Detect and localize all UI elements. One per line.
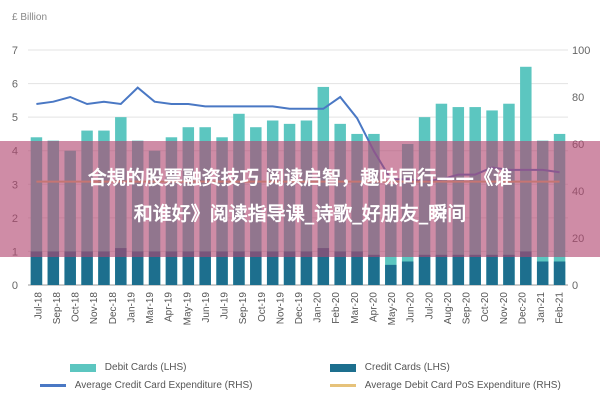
credit-bar-29: [520, 251, 532, 285]
credit-bar-26: [469, 254, 481, 285]
x-tick-label-28: Feb-21: [555, 292, 566, 324]
left-axis-unit: £ Billion: [12, 12, 47, 23]
x-tick-label-10: Jul-19: [220, 292, 231, 320]
credit-bar-15: [283, 251, 296, 285]
left-tick-label-7: 7: [12, 45, 18, 57]
x-tick-label-24: Oct-20: [480, 292, 491, 322]
legend-avg-debit-pos-expenditure: Average Debit Card PoS Expenditure (RHS): [330, 380, 561, 394]
x-axis-ticks: Jul-18 Sep-18 Oct-18 Nov-18 Dec-18 Jan-19 Mar-…: [33, 292, 565, 326]
left-tick-label-0: 0: [12, 280, 18, 292]
x-tick-label-3: Nov-18: [89, 292, 100, 325]
credit-bar-31: [553, 261, 566, 285]
credit-bar-1: [47, 251, 60, 285]
credit-bar-13: [250, 251, 262, 285]
left-tick-label-5: 5: [12, 112, 18, 124]
credit-bar-5: [115, 248, 127, 285]
credit-card-bars: [30, 248, 566, 285]
overlay-line-1: 合規的股票融资技巧 阅读启智，趣味同行——《谁: [87, 167, 513, 189]
x-tick-label-9: Jun-19: [201, 292, 212, 323]
credit-bar-0: [30, 251, 43, 285]
legend-avg-credit-swatch: [40, 384, 66, 387]
credit-bar-14: [266, 251, 279, 285]
credit-bar-3: [81, 251, 93, 285]
x-tick-label-20: Jun-20: [406, 292, 417, 323]
credit-bar-10: [199, 251, 211, 285]
x-tick-label-11: Sep-19: [238, 292, 249, 325]
overlay-text: 合規的股票融资技巧 阅读启智，趣味同行——《谁 和谁好》阅读指导课_诗歌_好朋友…: [0, 160, 600, 232]
legend-avg-credit-expenditure: Average Credit Card Expenditure (RHS): [40, 380, 252, 394]
credit-bar-16: [300, 251, 313, 285]
credit-bar-24: [435, 254, 448, 285]
x-tick-label-18: Apr-20: [368, 292, 379, 322]
legend-credit-label: Credit Cards (LHS): [364, 362, 450, 373]
legend-credit-swatch: [330, 363, 356, 372]
legend-credit-cards: Credit Cards (LHS): [330, 362, 450, 376]
credit-bar-7: [148, 251, 161, 285]
credit-bar-11: [216, 251, 228, 285]
x-tick-label-23: Sep-20: [462, 292, 473, 325]
x-tick-label-27: Jan-21: [536, 292, 547, 323]
x-tick-label-16: Feb-20: [331, 292, 342, 324]
credit-bar-27: [486, 254, 498, 285]
x-tick-label-1: Sep-18: [52, 292, 63, 325]
credit-bar-9: [182, 251, 195, 285]
legend-avg-debit-label: Average Debit Card PoS Expenditure (RHS): [364, 380, 561, 391]
credit-bar-18: [334, 251, 346, 285]
credit-bar-4: [98, 251, 110, 285]
x-tick-label-26: Dec-20: [517, 292, 528, 325]
x-tick-label-17: Mar-20: [350, 292, 361, 324]
x-tick-label-8: May-19: [182, 292, 193, 326]
credit-bar-19: [351, 251, 363, 285]
legend-avg-debit-swatch: [330, 384, 356, 387]
x-tick-label-14: Dec-19: [294, 292, 305, 325]
credit-bar-28: [503, 254, 515, 285]
credit-bar-6: [131, 251, 144, 285]
x-tick-label-12: Oct-19: [257, 292, 268, 322]
credit-bar-2: [64, 251, 76, 285]
credit-bar-30: [536, 261, 549, 285]
credit-bar-25: [452, 254, 465, 285]
x-tick-label-13: Nov-19: [275, 292, 286, 325]
credit-bar-23: [418, 254, 431, 285]
overlay-line-2: 和谁好》阅读指导课_诗歌_好朋友_瞬间: [133, 203, 467, 225]
x-tick-label-21: Jul-20: [424, 292, 435, 320]
credit-bar-8: [165, 251, 178, 285]
x-tick-label-19: May-20: [387, 292, 398, 326]
credit-bar-22: [401, 261, 414, 285]
legend-debit-label: Debit Cards (LHS): [104, 362, 187, 373]
left-tick-label-6: 6: [12, 79, 18, 91]
right-tick-label-4: 80: [572, 92, 584, 104]
legend-debit-swatch: [70, 363, 96, 372]
credit-bar-17: [317, 248, 330, 285]
x-tick-label-22: Aug-20: [443, 292, 454, 325]
credit-bar-12: [233, 251, 245, 285]
overlay-banner: [0, 141, 600, 257]
x-tick-label-25: Nov-20: [499, 292, 510, 325]
x-tick-label-7: Apr-19: [164, 292, 175, 322]
legend-avg-credit-label: Average Credit Card Expenditure (RHS): [74, 380, 253, 391]
x-tick-label-15: Jan-20: [313, 292, 324, 323]
credit-bar-21: [385, 264, 397, 285]
x-tick-label-5: Jan-19: [126, 292, 137, 323]
x-tick-label-4: Dec-18: [108, 292, 119, 325]
x-tick-label-0: Jul-18: [33, 292, 44, 320]
legend-debit-cards: Debit Cards (LHS): [70, 362, 186, 376]
x-tick-label-6: Mar-19: [145, 292, 156, 324]
credit-bar-20: [368, 254, 380, 285]
right-tick-label-5: 100: [572, 45, 590, 57]
right-tick-label-0: 0: [572, 280, 578, 292]
x-tick-label-2: Oct-18: [71, 292, 82, 322]
